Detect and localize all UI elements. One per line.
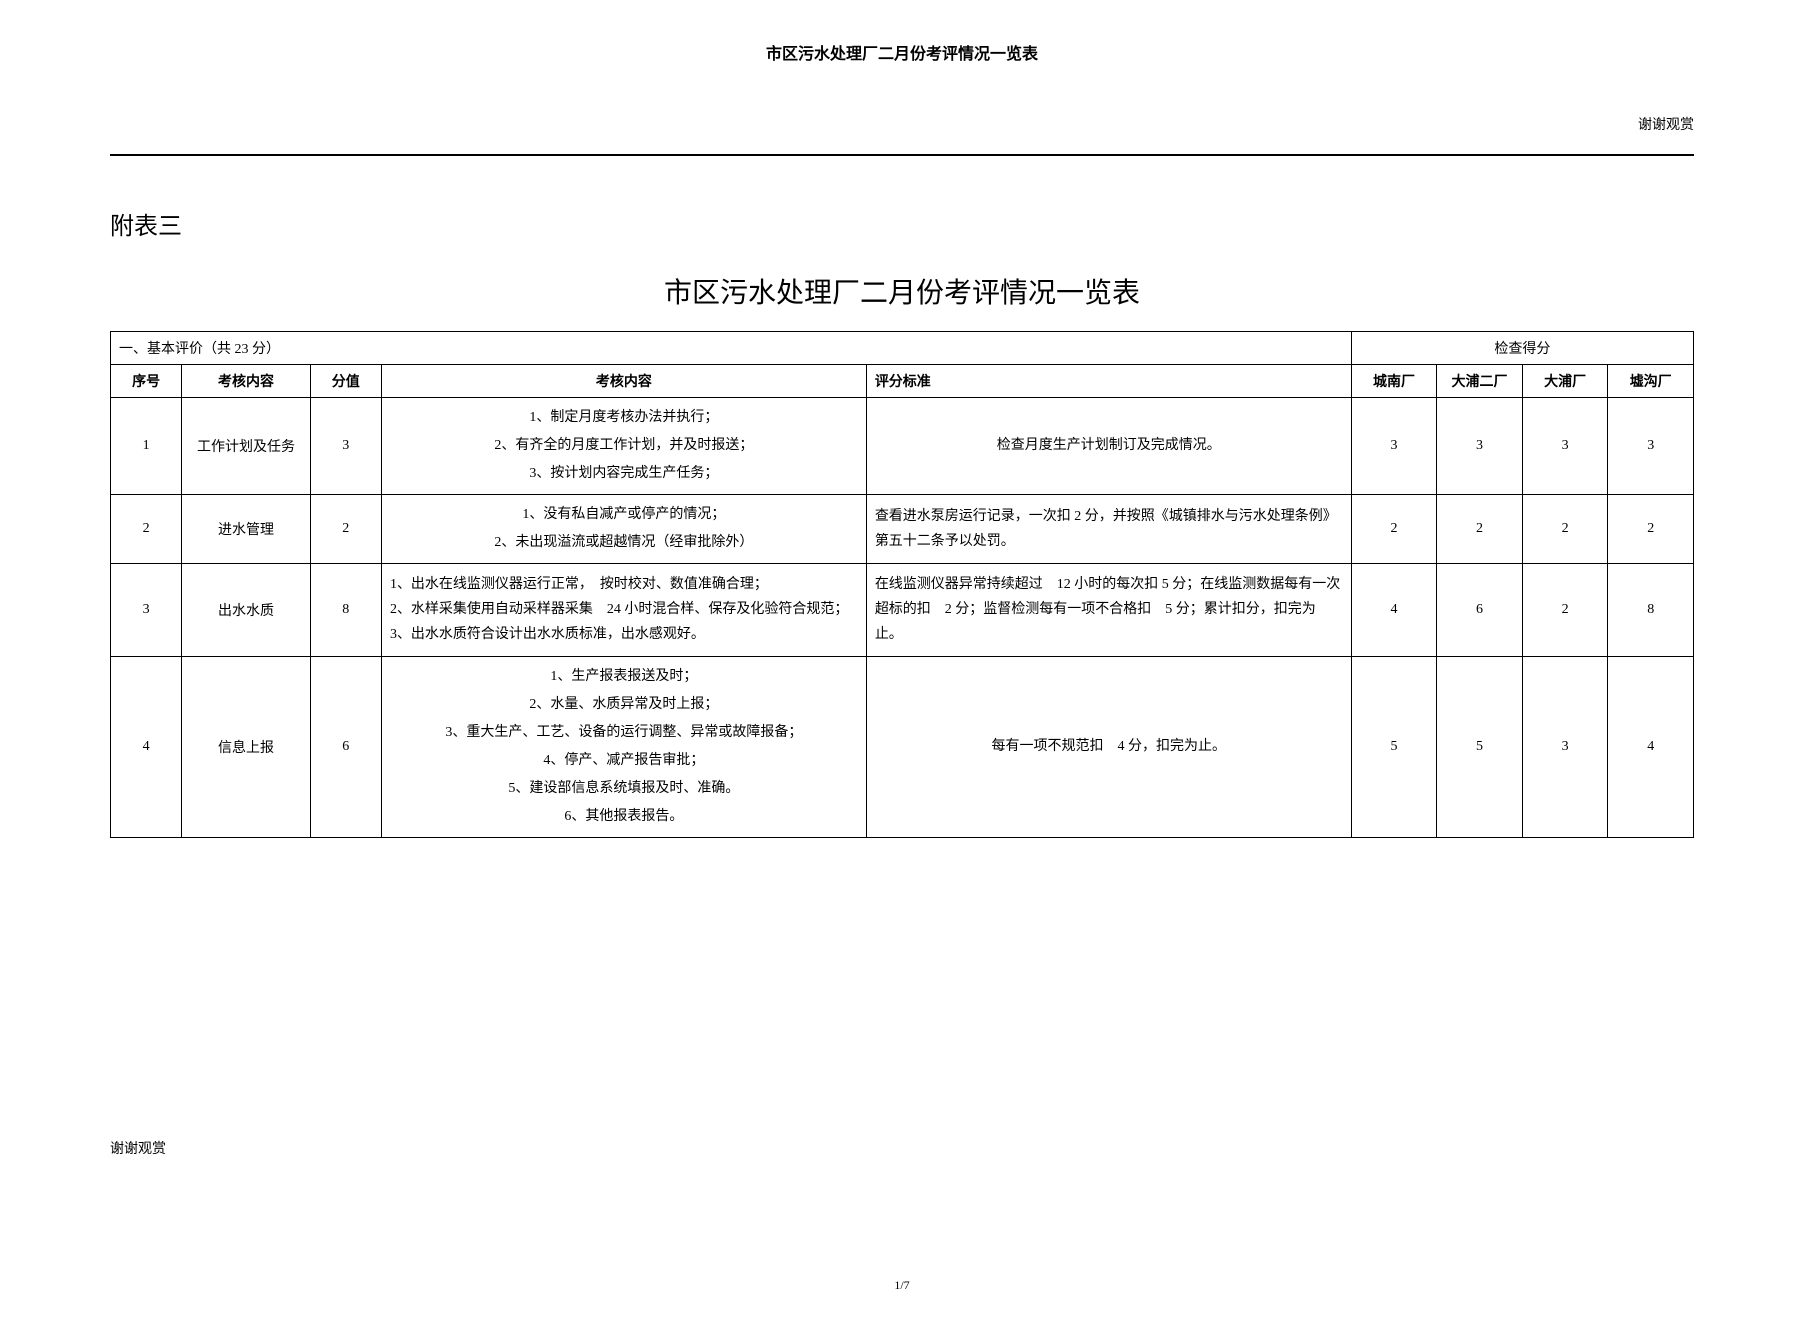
table-row: 3 出水水质 8 1、出水在线监测仪器运行正常， 按时校对、数值准确合理；2、水… bbox=[111, 564, 1694, 657]
cell-standard: 检查月度生产计划制订及完成情况。 bbox=[866, 398, 1351, 495]
evaluation-table: 一、基本评价（共 23 分） 检查得分 序号 考核内容 分值 考核内容 评分标准… bbox=[110, 331, 1694, 838]
cell-score: 3 bbox=[310, 398, 381, 495]
cell-item: 信息上报 bbox=[182, 656, 310, 837]
page-number: 1/7 bbox=[110, 1278, 1694, 1293]
table-row: 1 工作计划及任务 3 1、制定月度考核办法并执行；2、有齐全的月度工作计划，并… bbox=[111, 398, 1694, 495]
cell-p2: 3 bbox=[1437, 398, 1523, 495]
cell-seq: 2 bbox=[111, 495, 182, 564]
cell-item: 工作计划及任务 bbox=[182, 398, 310, 495]
footer-left: 谢谢观赏 bbox=[110, 1138, 1694, 1158]
cell-p2: 5 bbox=[1437, 656, 1523, 837]
cell-item: 出水水质 bbox=[182, 564, 310, 657]
cell-p4: 4 bbox=[1608, 656, 1694, 837]
col-score: 分值 bbox=[310, 365, 381, 398]
divider bbox=[110, 154, 1694, 156]
col-item: 考核内容 bbox=[182, 365, 310, 398]
cell-p3: 3 bbox=[1522, 398, 1608, 495]
cell-seq: 3 bbox=[111, 564, 182, 657]
col-plant3: 大浦厂 bbox=[1522, 365, 1608, 398]
top-right-note: 谢谢观赏 bbox=[110, 114, 1694, 134]
cell-content: 1、制定月度考核办法并执行；2、有齐全的月度工作计划，并及时报送；3、按计划内容… bbox=[381, 398, 866, 495]
table-row: 2 进水管理 2 1、没有私自减产或停产的情况；2、未出现溢流或超越情况（经审批… bbox=[111, 495, 1694, 564]
cell-standard: 查看进水泵房运行记录，一次扣 2 分，并按照《城镇排水与污水处理条例》第五十二条… bbox=[866, 495, 1351, 564]
col-plant4: 墟沟厂 bbox=[1608, 365, 1694, 398]
cell-p4: 3 bbox=[1608, 398, 1694, 495]
page-header: 市区污水处理厂二月份考评情况一览表 bbox=[110, 40, 1694, 64]
col-standard: 评分标准 bbox=[866, 365, 1351, 398]
main-title: 市区污水处理厂二月份考评情况一览表 bbox=[110, 271, 1694, 311]
score-header: 检查得分 bbox=[1351, 332, 1693, 365]
cell-standard: 每有一项不规范扣 4 分，扣完为止。 bbox=[866, 656, 1351, 837]
table-row: 4 信息上报 6 1、生产报表报送及时；2、水量、水质异常及时上报；3、重大生产… bbox=[111, 656, 1694, 837]
col-plant2: 大浦二厂 bbox=[1437, 365, 1523, 398]
cell-content: 1、没有私自减产或停产的情况；2、未出现溢流或超越情况（经审批除外） bbox=[381, 495, 866, 564]
cell-p1: 5 bbox=[1351, 656, 1437, 837]
cell-p2: 2 bbox=[1437, 495, 1523, 564]
cell-p1: 3 bbox=[1351, 398, 1437, 495]
cell-content: 1、生产报表报送及时；2、水量、水质异常及时上报；3、重大生产、工艺、设备的运行… bbox=[381, 656, 866, 837]
cell-p2: 6 bbox=[1437, 564, 1523, 657]
cell-score: 2 bbox=[310, 495, 381, 564]
cell-seq: 1 bbox=[111, 398, 182, 495]
cell-standard: 在线监测仪器异常持续超过 12 小时的每次扣 5 分；在线监测数据每有一次超标的… bbox=[866, 564, 1351, 657]
cell-p4: 2 bbox=[1608, 495, 1694, 564]
cell-p1: 4 bbox=[1351, 564, 1437, 657]
col-plant1: 城南厂 bbox=[1351, 365, 1437, 398]
cell-p4: 8 bbox=[1608, 564, 1694, 657]
cell-seq: 4 bbox=[111, 656, 182, 837]
cell-p3: 3 bbox=[1522, 656, 1608, 837]
col-seq: 序号 bbox=[111, 365, 182, 398]
cell-score: 6 bbox=[310, 656, 381, 837]
col-content: 考核内容 bbox=[381, 365, 866, 398]
section-label: 附表三 bbox=[110, 206, 1694, 241]
cell-p1: 2 bbox=[1351, 495, 1437, 564]
cell-content: 1、出水在线监测仪器运行正常， 按时校对、数值准确合理；2、水样采集使用自动采样… bbox=[381, 564, 866, 657]
basic-header: 一、基本评价（共 23 分） bbox=[111, 332, 1352, 365]
cell-p3: 2 bbox=[1522, 564, 1608, 657]
cell-p3: 2 bbox=[1522, 495, 1608, 564]
cell-score: 8 bbox=[310, 564, 381, 657]
cell-item: 进水管理 bbox=[182, 495, 310, 564]
